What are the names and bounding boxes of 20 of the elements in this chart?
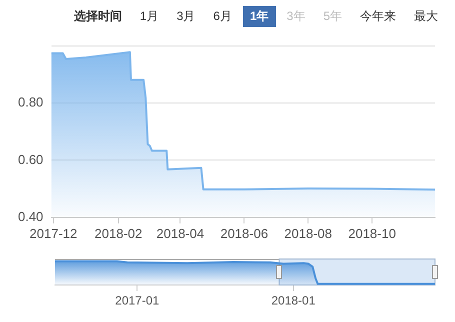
text: 选择时间 xyxy=(72,8,123,25)
x-tick-label: 2018-10 xyxy=(348,226,396,241)
y-tick-label: 0.80 xyxy=(18,94,44,110)
x-tick-label: 2018-06 xyxy=(220,226,268,241)
x-tick-label: 2017-01 xyxy=(115,294,160,308)
text: 3年 xyxy=(286,8,306,25)
x-tick-label: 2017-12 xyxy=(30,226,78,241)
text: 1年 xyxy=(242,6,276,27)
x-tick-label: 2018-01 xyxy=(271,294,316,308)
x-tick-label: 2018-08 xyxy=(284,226,332,241)
y-tick-label: 0.60 xyxy=(18,152,44,167)
text: 最大 xyxy=(413,8,439,25)
text: 6月 xyxy=(212,8,233,25)
y-tick-label: 0.40 xyxy=(18,208,44,224)
text: 今年来 xyxy=(359,8,397,25)
text: 5年 xyxy=(322,8,343,25)
x-tick-label: 2018-02 xyxy=(94,226,142,241)
text: 1月 xyxy=(138,8,160,25)
x-tick-label: 2018-04 xyxy=(156,226,204,241)
text: 3月 xyxy=(176,8,196,25)
